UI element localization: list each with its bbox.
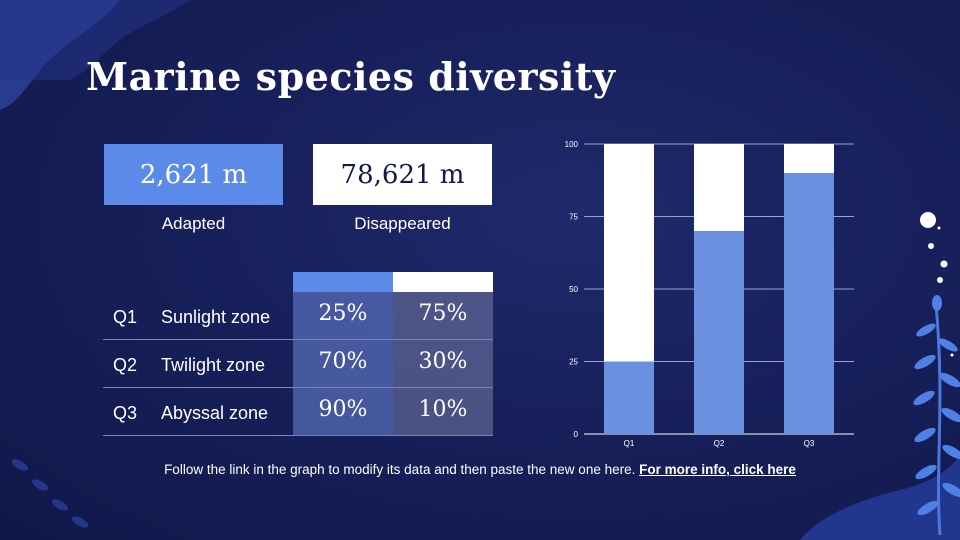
bar-q2-disappeared — [694, 144, 744, 231]
slide-title: Marine species diversity — [86, 54, 616, 99]
row-adapted-value: 90% — [293, 388, 393, 435]
y-tick-label: 75 — [569, 213, 578, 222]
footer-text: Follow the link in the graph to modify i… — [164, 462, 636, 477]
x-tick-label: Q2 — [714, 439, 725, 448]
bottom-right-wave-shape — [800, 455, 960, 540]
disappeared-stat-label: Disappeared — [354, 214, 451, 233]
coral-branch-icon — [913, 295, 960, 536]
table-header-disappeared-swatch — [393, 272, 493, 292]
more-info-link[interactable]: For more info, click here — [639, 462, 796, 477]
row-zone: Sunlight zone — [161, 307, 271, 327]
row-adapted-value: 70% — [293, 340, 393, 387]
row-disappeared-value: 30% — [393, 340, 493, 387]
y-tick-label: 25 — [569, 358, 578, 367]
row-divider — [103, 339, 493, 340]
bar-q3-disappeared — [784, 144, 834, 173]
adapted-stat-box: 2,621 m — [104, 144, 283, 205]
seaweed-left-decor — [11, 459, 89, 528]
row-quarter: Q3 — [113, 403, 138, 423]
bar-q1-disappeared — [604, 144, 654, 362]
top-left-wave-shape-2 — [0, 0, 190, 80]
x-tick-label: Q1 — [624, 439, 635, 448]
row-zone: Twilight zone — [161, 355, 266, 375]
bar-q2-adapted — [694, 231, 744, 434]
bubbles-decor — [920, 212, 954, 357]
row-quarter: Q2 — [113, 355, 138, 375]
row-divider — [103, 435, 493, 436]
bar-q3-adapted — [784, 173, 834, 434]
y-tick-label: 50 — [569, 285, 578, 294]
y-tick-label: 100 — [565, 140, 579, 149]
table-row: Q1 Sunlight zone 25% 75% — [103, 292, 493, 340]
row-quarter: Q1 — [113, 307, 138, 327]
table-row: Q2 Twilight zone 70% 30% — [103, 340, 493, 388]
bar-q1-adapted — [604, 361, 654, 434]
stacked-bar-chart[interactable]: 0 25 50 75 100 Q1 Q2 Q3 — [556, 130, 866, 450]
row-disappeared-value: 10% — [393, 388, 493, 435]
row-adapted-value: 25% — [293, 292, 393, 339]
adapted-stat-label: Adapted — [161, 214, 226, 233]
table-header-adapted-swatch — [293, 272, 393, 292]
row-zone: Abyssal zone — [161, 403, 269, 423]
table-row: Q3 Abyssal zone 90% 10% — [103, 388, 493, 436]
x-tick-label: Q3 — [804, 439, 815, 448]
row-divider — [103, 387, 493, 388]
row-disappeared-value: 75% — [393, 292, 493, 339]
disappeared-stat-box: 78,621 m — [313, 144, 492, 205]
y-tick-label: 0 — [574, 430, 579, 439]
footer-note: Follow the link in the graph to modify i… — [0, 462, 960, 477]
